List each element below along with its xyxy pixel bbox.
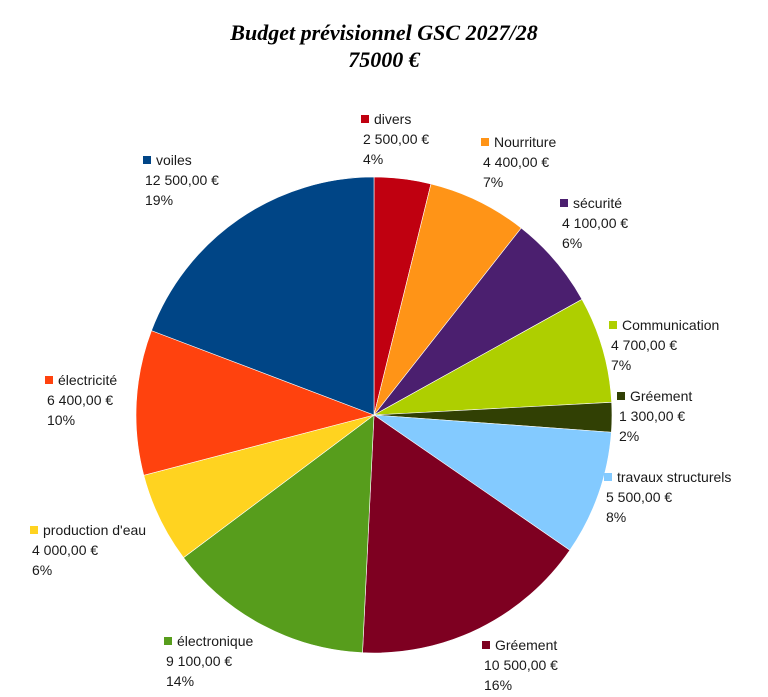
slice-labels: divers 2 500,00 € 4% Nourriture 4 400,00 € 7%… [30,111,731,693]
pie-slices [135,176,613,654]
slice-name-3: Communication [622,317,719,333]
slice-value-6: 10 500,00 € [484,657,558,673]
slice-name-8: production d'eau [43,522,146,538]
slice-name-4: Gréement [630,388,692,404]
legend-swatch-9 [45,376,53,384]
slice-percent-8: 6% [32,562,52,578]
slice-label-4: Gréement 1 300,00 € 2% [617,388,692,444]
slice-percent-5: 8% [606,509,626,525]
slice-value-10: 12 500,00 € [145,172,219,188]
slice-percent-10: 19% [145,192,173,208]
slice-label-0: divers 2 500,00 € 4% [361,111,429,167]
slice-label-6: Gréement 10 500,00 € 16% [482,637,558,693]
legend-swatch-1 [481,138,489,146]
pie-slice-7 [183,414,375,654]
slice-name-0: divers [374,111,411,127]
slice-value-0: 2 500,00 € [363,131,429,147]
slice-label-2: sécurité 4 100,00 € 6% [560,195,628,251]
slice-percent-9: 10% [47,412,75,428]
slice-label-1: Nourriture 4 400,00 € 7% [481,134,556,190]
chart-title: Budget prévisionnel GSC 2027/28 [229,20,537,45]
slice-label-10: voiles 12 500,00 € 19% [143,152,219,208]
slice-name-5: travaux structurels [617,469,731,485]
legend-swatch-10 [143,156,151,164]
slice-name-2: sécurité [573,195,622,211]
slice-name-6: Gréement [495,637,557,653]
pie-slice-6 [362,414,571,654]
slice-value-7: 9 100,00 € [166,653,232,669]
slice-label-9: électricité 6 400,00 € 10% [45,372,117,428]
slice-label-8: production d'eau 4 000,00 € 6% [30,522,146,578]
pie-slice-3 [373,298,612,416]
slice-value-5: 5 500,00 € [606,489,672,505]
slice-percent-4: 2% [619,428,639,444]
legend-swatch-4 [617,392,625,400]
slice-percent-0: 4% [363,151,383,167]
legend-swatch-6 [482,641,490,649]
pie-slice-9 [135,330,375,476]
legend-swatch-0 [361,115,369,123]
slice-name-9: électricité [58,372,117,388]
legend-swatch-8 [30,526,38,534]
pie-slice-10 [151,176,375,416]
slice-value-3: 4 700,00 € [611,337,677,353]
legend-swatch-2 [560,199,568,207]
slice-value-9: 6 400,00 € [47,392,113,408]
slice-percent-6: 16% [484,677,512,693]
slice-label-5: travaux structurels 5 500,00 € 8% [604,469,731,525]
slice-percent-7: 14% [166,673,194,689]
slice-name-1: Nourriture [494,134,556,150]
pie-slice-5 [372,414,612,551]
slice-name-10: voiles [156,152,192,168]
slice-value-4: 1 300,00 € [619,408,685,424]
slice-percent-3: 7% [611,357,631,373]
chart-subtitle: 75000 € [348,47,421,72]
slice-value-1: 4 400,00 € [483,154,549,170]
slice-value-2: 4 100,00 € [562,215,628,231]
slice-value-8: 4 000,00 € [32,542,98,558]
slice-name-7: électronique [177,633,253,649]
slice-percent-1: 7% [483,174,503,190]
legend-swatch-5 [604,473,612,481]
slice-label-3: Communication 4 700,00 € 7% [609,317,719,373]
legend-swatch-7 [164,637,172,645]
slice-percent-2: 6% [562,235,582,251]
legend-swatch-3 [609,321,617,329]
slice-label-7: électronique 9 100,00 € 14% [164,633,253,689]
